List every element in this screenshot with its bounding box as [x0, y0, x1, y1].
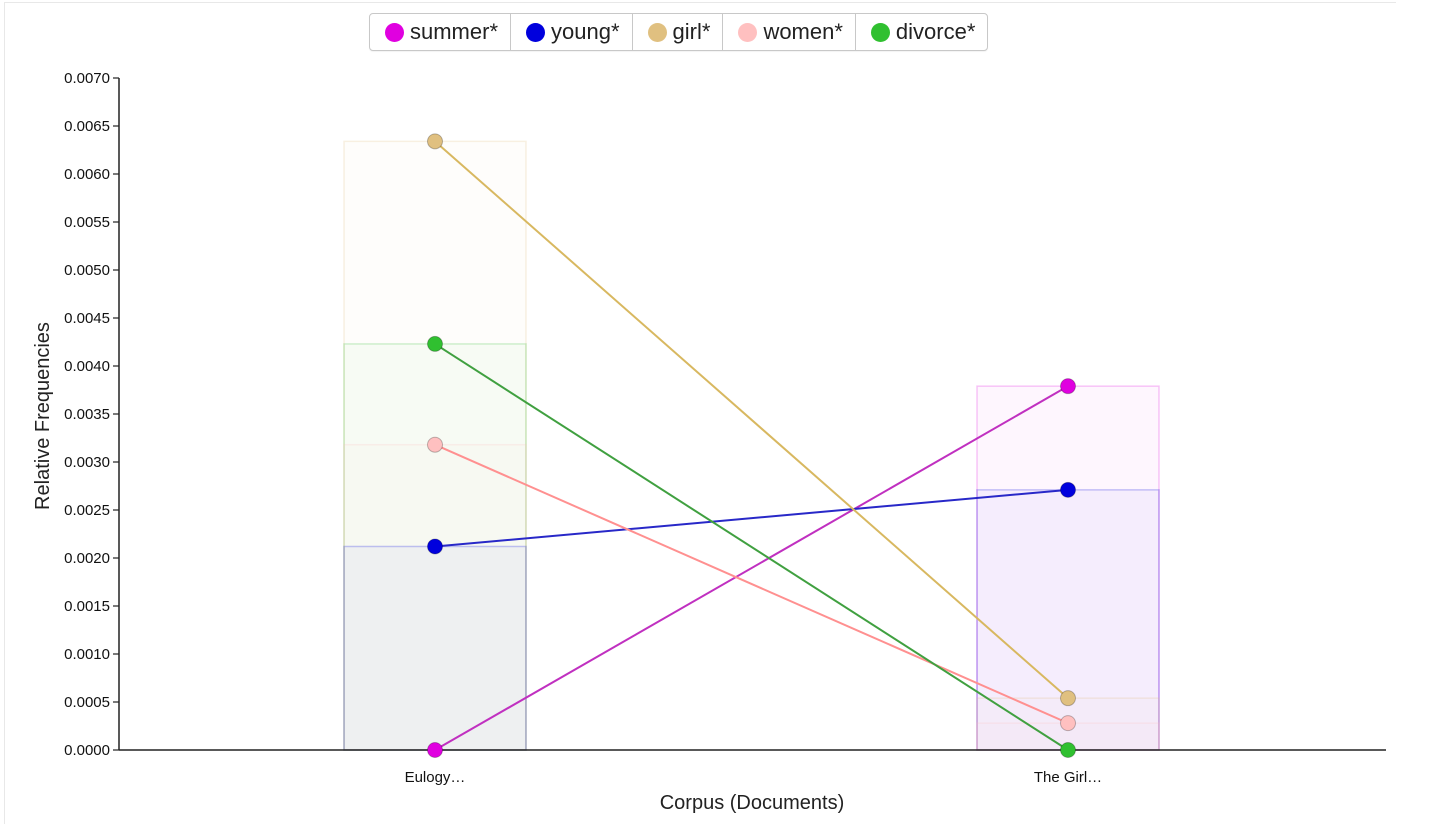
y-tick-label: 0.0055 [64, 214, 110, 231]
axes: 0.0000 0.0005 0.0010 0.0015 0.0020 0.0025 0.00… [64, 70, 1386, 786]
legend: summer* young* girl* women* divorce* [369, 13, 989, 51]
legend-label: divorce* [895, 19, 976, 44]
data-point[interactable] [427, 335, 443, 352]
data-point[interactable] [1060, 715, 1076, 732]
y-tick-label: 0.0005 [64, 694, 110, 711]
data-point[interactable] [1060, 481, 1076, 498]
legend-item[interactable]: girl* [633, 14, 724, 50]
y-tick-label: 0.0060 [64, 166, 110, 183]
series-line [434, 140, 1069, 699]
x-axis-title: Corpus (Documents) [660, 792, 845, 814]
y-tick-label: 0.0040 [64, 358, 110, 375]
y-tick-label: 0.0015 [64, 598, 110, 615]
legend-item[interactable]: young* [511, 14, 633, 50]
y-tick-label: 0.0010 [64, 646, 110, 663]
series-line [434, 488, 1069, 548]
y-tick-label: 0.0035 [64, 406, 110, 423]
series-line [434, 385, 1069, 751]
y-tick-label: 0.0020 [64, 550, 110, 567]
legend-label: young* [551, 19, 620, 44]
document-bar [343, 545, 527, 751]
legend-swatch-icon [870, 22, 890, 42]
data-point[interactable] [1060, 742, 1076, 758]
data-point[interactable] [1060, 378, 1076, 395]
y-ticks: 0.0000 0.0005 0.0010 0.0015 0.0020 0.0025 0.00… [64, 70, 119, 759]
y-tick-label: 0.0045 [64, 310, 110, 327]
y-axis-title: Relative Frequencies [32, 322, 54, 510]
y-tick-label: 0.0025 [64, 502, 110, 519]
document-bars [343, 140, 1160, 751]
x-tick-label: Eulogy… [405, 769, 466, 786]
y-tick-label: 0.0050 [64, 262, 110, 279]
legend-swatch-icon [526, 22, 546, 42]
data-point[interactable] [427, 436, 443, 453]
x-tick-label: The Girl… [1034, 769, 1102, 786]
x-ticks: Eulogy… The Girl… [405, 750, 1102, 786]
series-lines [434, 140, 1069, 751]
y-tick-label: 0.0030 [64, 454, 110, 471]
legend-item[interactable]: divorce* [856, 14, 987, 50]
y-tick-label: 0.0065 [64, 118, 110, 135]
legend-swatch-icon [647, 22, 667, 42]
data-point[interactable] [427, 538, 443, 555]
legend-label: summer* [410, 19, 499, 44]
series-points [427, 133, 1076, 758]
chart-frame [4, 2, 1396, 824]
legend-label: women* [763, 19, 843, 44]
series-line [434, 443, 1069, 725]
legend-item[interactable]: summer* [370, 14, 512, 50]
legend-swatch-icon [738, 22, 758, 42]
y-tick-label: 0.0070 [64, 70, 110, 87]
data-point[interactable] [1060, 690, 1076, 707]
data-point[interactable] [427, 742, 443, 758]
legend-label: girl* [672, 19, 711, 44]
y-tick-label: 0.0000 [64, 742, 110, 759]
legend-item[interactable]: women* [723, 14, 856, 50]
data-point[interactable] [427, 133, 443, 150]
legend-swatch-icon [385, 22, 404, 42]
series-line [434, 343, 1069, 751]
